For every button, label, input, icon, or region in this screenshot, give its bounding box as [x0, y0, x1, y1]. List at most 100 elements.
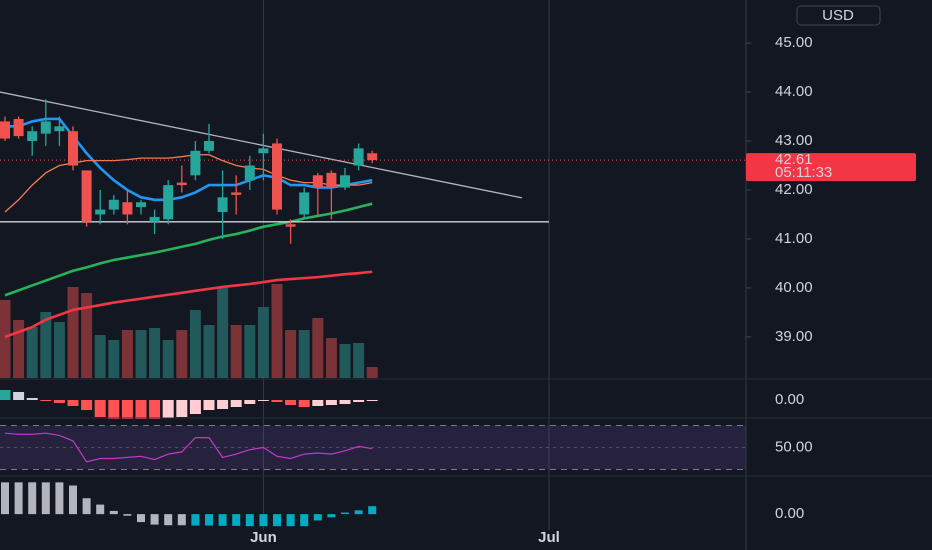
candle-body — [13, 118, 24, 137]
candle-body — [54, 126, 65, 132]
candle-body — [217, 197, 228, 213]
candle-body — [312, 175, 323, 188]
candle-body — [204, 141, 214, 151]
candle-body — [27, 131, 38, 142]
oscillator-bar — [1, 482, 9, 515]
oscillator-bar — [313, 514, 322, 521]
drawing-line — [0, 91, 522, 199]
macd-bar — [285, 400, 297, 405]
oscillator-bar — [150, 514, 159, 525]
macd-bar — [312, 400, 324, 406]
candle-body — [122, 202, 133, 215]
macd-bar — [366, 400, 378, 401]
volume-bar — [40, 312, 52, 378]
oscillator-bar — [28, 482, 37, 515]
y-tick-label: 40.00 — [775, 279, 813, 296]
candle-body — [340, 175, 350, 188]
oscillator-bar — [96, 504, 105, 515]
oscillator-bar — [259, 514, 268, 527]
macd-bar — [189, 400, 201, 414]
oscillator-bar — [137, 514, 145, 523]
macd-bar — [67, 400, 79, 406]
macd-bar — [353, 400, 365, 402]
macd-bar — [149, 400, 161, 419]
y-tick-label: 39.00 — [775, 328, 813, 345]
currency: USD — [822, 7, 854, 24]
last-price-label: 42.61 — [775, 151, 813, 168]
oscillator-bar — [273, 514, 281, 527]
oscillator-bar — [164, 514, 173, 526]
candle-body — [285, 224, 296, 227]
plot-area — [0, 0, 746, 530]
volume-bar — [285, 330, 297, 378]
oscillator-bar — [286, 514, 295, 527]
y-tick-label: 45.00 — [775, 34, 813, 51]
candle-body — [176, 182, 187, 186]
volume-bar — [26, 327, 38, 378]
macd-bar — [244, 400, 256, 404]
macd-bar — [271, 400, 283, 402]
y-tick-label: 43.00 — [775, 132, 813, 149]
oscillator-bar — [123, 514, 132, 516]
macd-bar — [230, 400, 242, 407]
macd-bar — [94, 400, 106, 417]
candle-body — [272, 143, 282, 210]
y-tick-label: 42.00 — [775, 181, 813, 198]
candle-body — [108, 199, 119, 210]
volume-bar — [149, 328, 161, 378]
oscillator-bar — [327, 514, 336, 518]
volume-bar — [94, 335, 106, 378]
candle-body — [95, 209, 106, 215]
volume-bar — [257, 307, 269, 378]
macd-bar — [257, 400, 269, 401]
volume-bar — [121, 330, 133, 378]
macd-bar — [298, 400, 310, 407]
x-tick-label: Jul — [538, 529, 560, 546]
oscillator-bar — [245, 514, 254, 527]
volume-bar — [176, 330, 188, 378]
candle-body — [367, 153, 378, 161]
moving-average — [4, 270, 373, 339]
oscillator-bar — [341, 512, 349, 515]
candle-body — [244, 165, 255, 181]
macd-bar — [135, 400, 147, 419]
volume-bar — [189, 310, 201, 378]
volume-bar — [162, 340, 174, 378]
candle-body — [136, 202, 146, 208]
countdown: 05:11:33 — [775, 164, 832, 181]
oscillator-bar — [354, 510, 363, 515]
macd-bar — [13, 392, 25, 400]
candle-body — [326, 172, 337, 188]
macd-bar — [26, 398, 38, 400]
candle-body — [231, 192, 242, 195]
macd-bar — [0, 390, 11, 400]
y-tick-label: 0.00 — [775, 505, 804, 522]
oscillator-bar — [218, 514, 227, 526]
oscillator-bar — [55, 482, 64, 515]
candle-body — [149, 216, 160, 222]
candle-body — [258, 148, 269, 154]
volume-bar — [67, 287, 79, 378]
candle-body — [353, 148, 364, 166]
macd-bar — [339, 400, 351, 404]
oscillator-bar — [41, 482, 50, 515]
y-tick-label: 44.00 — [775, 83, 813, 100]
candle-body — [299, 192, 310, 215]
volume-bar — [312, 318, 324, 378]
oscillator-bar — [191, 514, 200, 526]
currency-box[interactable] — [796, 5, 881, 26]
macd-bar — [162, 400, 174, 418]
volume-bar — [366, 367, 378, 378]
y-tick-label: 0.00 — [775, 391, 804, 408]
volume-bar — [325, 338, 337, 378]
volume-bar — [203, 325, 215, 378]
candle-body — [68, 131, 78, 166]
oscillator-bar — [368, 506, 377, 515]
macd-bar — [81, 400, 93, 410]
macd-bar — [325, 400, 337, 405]
macd-bar — [203, 400, 215, 410]
macd-bar — [217, 400, 229, 409]
oscillator-bar — [82, 498, 91, 515]
macd-bar — [176, 400, 188, 417]
